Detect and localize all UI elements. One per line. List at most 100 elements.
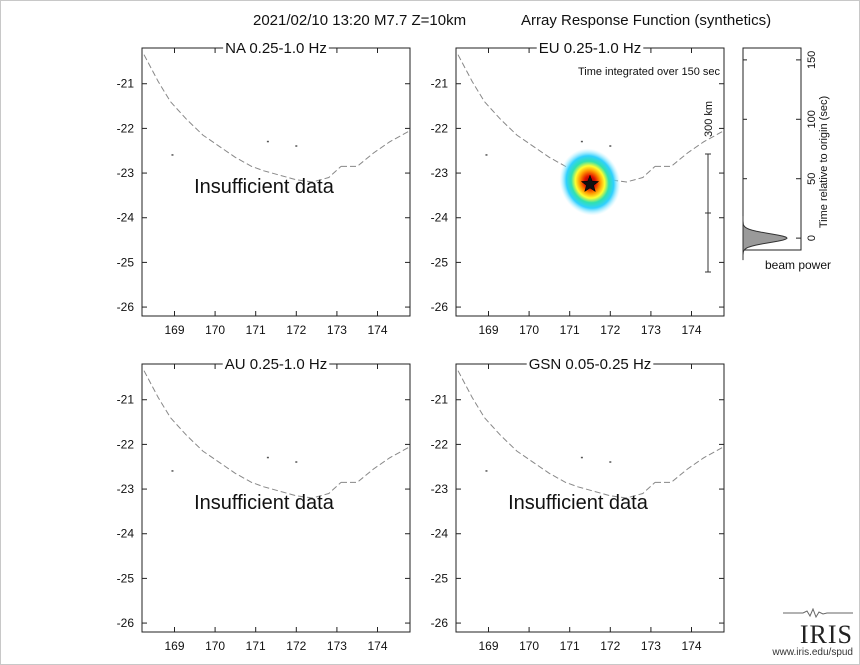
- coastline-east: [341, 130, 411, 167]
- x-tick-label: 171: [246, 323, 266, 337]
- panel-title: AU 0.25-1.0 Hz: [225, 356, 328, 373]
- map-panel-eu: Time integrated over 150 sec 300 km 169 170…: [431, 40, 725, 337]
- x-tick-label: 170: [205, 323, 225, 337]
- y-tick-label: -23: [431, 166, 449, 180]
- panel-title: GSN 0.05-0.25 Hz: [529, 356, 652, 373]
- map-frame: [455, 363, 725, 633]
- y-tick-label: -22: [431, 437, 449, 451]
- x-tick-label: 170: [519, 323, 539, 337]
- x-tick-label: 169: [478, 323, 498, 337]
- panel-title: NA 0.25-1.0 Hz: [225, 40, 327, 57]
- y-tick-label: -22: [117, 437, 135, 451]
- y-tick-label: -25: [431, 571, 449, 585]
- x-tick-label: 173: [641, 639, 661, 653]
- x-tick-label: 173: [327, 639, 347, 653]
- inset-x-label: beam power: [765, 258, 831, 272]
- map-panel-gsn: 169 170 171 172 173 174 -21 -22 -23 -24 -25 -26 GSN …: [431, 356, 725, 653]
- inset-y-tick-label: 150: [806, 51, 818, 69]
- x-tick-label: 169: [164, 323, 184, 337]
- x-tick-label: 174: [367, 639, 387, 653]
- coastline: [457, 54, 656, 183]
- x-tick-label: 172: [600, 639, 620, 653]
- y-tick-label: -21: [117, 393, 135, 407]
- x-tick-label: 169: [478, 639, 498, 653]
- x-tick-label: 174: [681, 639, 701, 653]
- x-tick-label: 172: [600, 323, 620, 337]
- y-tick-label: -21: [431, 77, 449, 91]
- y-tick-label: -26: [431, 300, 449, 314]
- event-header: 2021/02/10 13:20 M7.7 Z=10km: [253, 12, 467, 29]
- x-tick-label: 171: [246, 639, 266, 653]
- map-frame: [141, 47, 411, 317]
- y-tick-label: -23: [117, 482, 135, 496]
- insufficient-data-message: Insufficient data: [194, 492, 335, 514]
- y-tick-label: -23: [431, 482, 449, 496]
- panel-title-backing: [223, 44, 329, 57]
- y-tick-label: -24: [117, 211, 135, 225]
- inset-y-label: Time relative to origin (sec): [818, 96, 830, 228]
- x-tick-label: 174: [367, 323, 387, 337]
- panel-title-backing: [526, 360, 654, 373]
- inset-y-tick-label: 0: [806, 235, 818, 241]
- iris-logo-url: www.iris.edu/spud: [772, 647, 853, 658]
- x-tick-label: 171: [560, 323, 580, 337]
- y-tick-label: -25: [117, 571, 135, 585]
- y-tick-label: -23: [117, 166, 135, 180]
- epicenter-star-icon: [580, 174, 600, 193]
- iris-logo: IRIS www.iris.edu/spud: [772, 605, 853, 658]
- x-tick-label: 173: [641, 323, 661, 337]
- island: [609, 461, 612, 463]
- panel-title-backing: [222, 360, 330, 373]
- coastline-east: [655, 130, 725, 167]
- time-integration-note: Time integrated over 150 sec: [578, 66, 721, 78]
- x-tick-label: 172: [286, 323, 306, 337]
- beam-power-inset: 0 50 100 150 beam power Time relative to orig…: [742, 47, 831, 272]
- panel-title: EU 0.25-1.0 Hz: [539, 40, 642, 57]
- y-tick-label: -22: [117, 121, 135, 135]
- y-tick-label: -24: [431, 527, 449, 541]
- island: [266, 140, 269, 143]
- x-tick-label: 170: [205, 639, 225, 653]
- island: [485, 470, 488, 472]
- coastline: [143, 370, 342, 499]
- beam-power-pulse: [742, 216, 788, 261]
- map-frame: [141, 363, 411, 633]
- y-tick-label: -24: [117, 527, 135, 541]
- inset-y-tick-label: 50: [806, 173, 818, 185]
- island: [295, 145, 298, 147]
- y-tick-label: -26: [117, 616, 135, 630]
- y-tick-label: -26: [117, 300, 135, 314]
- y-tick-label: -25: [431, 255, 449, 269]
- inset-frame: [742, 47, 802, 251]
- y-tick-label: -21: [117, 77, 135, 91]
- y-tick-label: -26: [431, 616, 449, 630]
- island: [580, 456, 583, 459]
- map-panel-na: 169 170 171 172 173 174 -21 -22 -23 -24 -25 -26 NA 0…: [117, 40, 411, 337]
- insufficient-data-message: Insufficient data: [508, 492, 649, 514]
- x-tick-label: 174: [681, 323, 701, 337]
- y-tick-label: -22: [431, 121, 449, 135]
- island: [580, 140, 583, 143]
- coastline-east: [341, 446, 411, 483]
- seismogram-logo-icon: [783, 607, 853, 619]
- coastline: [457, 370, 656, 499]
- island: [171, 470, 174, 472]
- y-tick-label: -25: [117, 255, 135, 269]
- x-tick-label: 169: [164, 639, 184, 653]
- map-panel-au: 169 170 171 172 173 174 -21 -22 -23 -24 -25 -26 AU 0…: [117, 356, 411, 653]
- y-tick-label: -24: [431, 211, 449, 225]
- island: [295, 461, 298, 463]
- panel-title-backing: [536, 44, 644, 57]
- x-tick-label: 171: [560, 639, 580, 653]
- island: [266, 456, 269, 459]
- x-tick-label: 172: [286, 639, 306, 653]
- y-tick-label: -21: [431, 393, 449, 407]
- insufficient-data-message: Insufficient data: [194, 176, 335, 198]
- x-tick-label: 170: [519, 639, 539, 653]
- island: [609, 145, 612, 147]
- inset-y-tick-label: 100: [806, 110, 818, 128]
- coastline: [143, 54, 342, 183]
- scale-bar-label: 300 km: [703, 101, 715, 137]
